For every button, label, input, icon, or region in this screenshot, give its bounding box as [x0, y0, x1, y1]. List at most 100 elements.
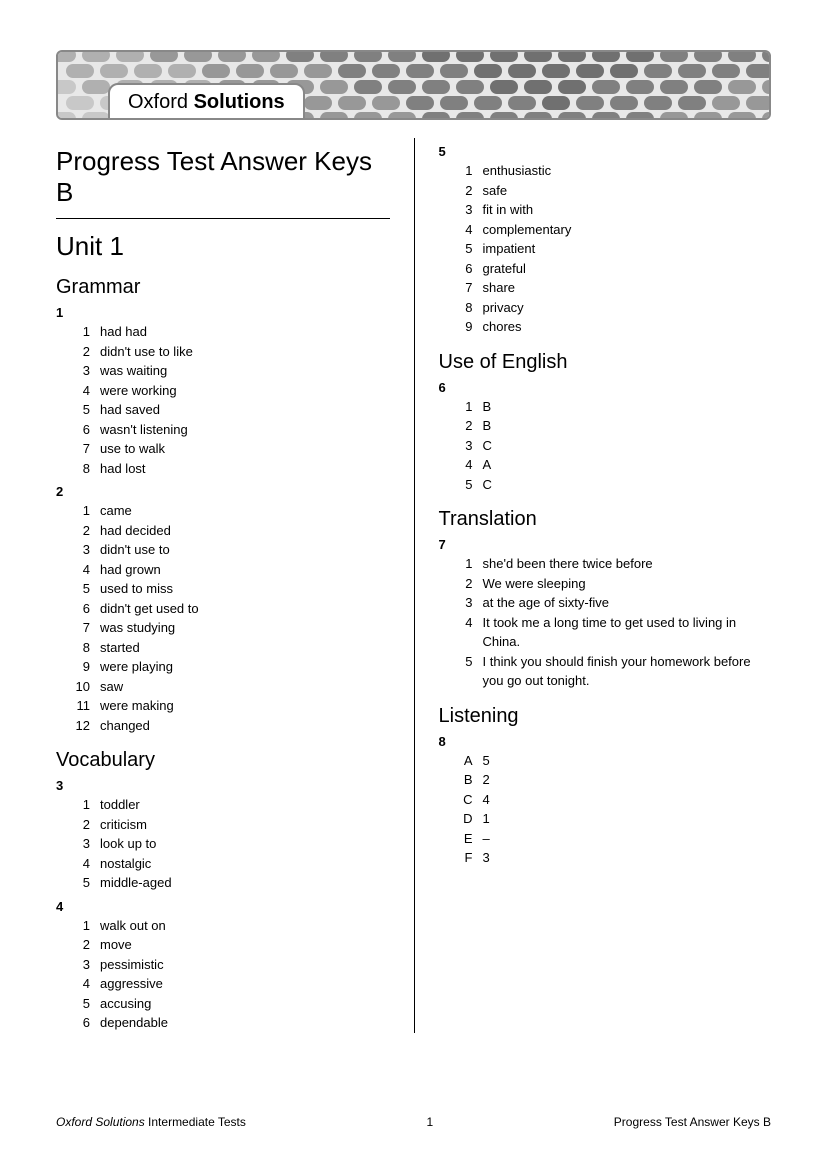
- answer-index: 3: [74, 955, 90, 975]
- answer-value: didn't use to: [100, 540, 390, 560]
- answer-value: were working: [100, 381, 390, 401]
- answer-index: 2: [457, 181, 473, 201]
- answer-index: 12: [74, 716, 90, 736]
- answer-value: complementary: [483, 220, 772, 240]
- answer-value: didn't use to like: [100, 342, 390, 362]
- answer-value: wasn't listening: [100, 420, 390, 440]
- answer-row: 4 were working: [74, 381, 390, 401]
- question-number: 7: [439, 537, 772, 552]
- answer-value: nostalgic: [100, 854, 390, 874]
- answer-row: 12 changed: [74, 716, 390, 736]
- header-banner: Oxford Solutions: [56, 50, 771, 120]
- answer-value: 4: [483, 790, 772, 810]
- answer-value: We were sleeping: [483, 574, 772, 594]
- answer-row: 2criticism: [74, 815, 390, 835]
- answer-index: 1: [457, 397, 473, 417]
- answer-index: 3: [74, 834, 90, 854]
- section-heading: Translation: [439, 508, 772, 531]
- answer-index: 7: [74, 439, 90, 459]
- answer-row: A5: [457, 751, 772, 771]
- answer-value: enthusiastic: [483, 161, 772, 181]
- answer-index: 3: [457, 200, 473, 220]
- answer-index: 4: [74, 381, 90, 401]
- answer-row: 3C: [457, 436, 772, 456]
- answer-list: 1enthusiastic2safe3fit in with4complemen…: [457, 161, 772, 337]
- answer-row: 8started: [74, 638, 390, 658]
- answer-row: 7was studying: [74, 618, 390, 638]
- answer-value: used to miss: [100, 579, 390, 599]
- question-number: 1: [56, 305, 390, 320]
- answer-row: 6dependable: [74, 1013, 390, 1033]
- answer-list: 1walk out on2move3pessimistic4aggressive…: [74, 916, 390, 1033]
- answer-index: 6: [74, 1013, 90, 1033]
- answer-value: was waiting: [100, 361, 390, 381]
- answer-row: 2B: [457, 416, 772, 436]
- answer-value: were making: [100, 696, 390, 716]
- answer-row: 3didn't use to: [74, 540, 390, 560]
- page: Oxford Solutions Progress Test Answer Ke…: [0, 0, 827, 1169]
- answer-index: 5: [74, 873, 90, 893]
- answer-value: came: [100, 501, 390, 521]
- answer-value: changed: [100, 716, 390, 736]
- page-footer: Oxford Solutions Intermediate Tests 1 Pr…: [56, 1115, 771, 1129]
- answer-value: look up to: [100, 834, 390, 854]
- answer-value: had had: [100, 322, 390, 342]
- answer-value: had saved: [100, 400, 390, 420]
- answer-value: accusing: [100, 994, 390, 1014]
- answer-row: D1: [457, 809, 772, 829]
- answer-value: safe: [483, 181, 772, 201]
- answer-index: F: [457, 848, 473, 868]
- brand-text-light: Oxford: [128, 91, 194, 113]
- answer-row: 8had lost: [74, 459, 390, 479]
- answer-row: 1she'd been there twice before: [457, 554, 772, 574]
- answer-value: 3: [483, 848, 772, 868]
- question-number: 3: [56, 778, 390, 793]
- answer-index: 5: [457, 475, 473, 495]
- answer-row: 2 safe: [457, 181, 772, 201]
- answer-row: 2move: [74, 935, 390, 955]
- answer-list: 1came2had decided3didn't use to4had grow…: [74, 501, 390, 735]
- answer-row: 1had had: [74, 322, 390, 342]
- answer-index: 2: [74, 935, 90, 955]
- answer-row: C4: [457, 790, 772, 810]
- answer-index: 11: [74, 696, 90, 716]
- answer-row: 5I think you should finish your homework…: [457, 652, 772, 691]
- answer-row: 3at the age of sixty-five: [457, 593, 772, 613]
- question-number: 6: [439, 380, 772, 395]
- answer-index: 4: [74, 560, 90, 580]
- answer-index: 8: [74, 459, 90, 479]
- answer-index: 9: [74, 657, 90, 677]
- section-heading: Use of English: [439, 351, 772, 374]
- right-column: 51enthusiastic2safe3fit in with4compleme…: [414, 138, 772, 1033]
- answer-value: 5: [483, 751, 772, 771]
- answer-index: 4: [74, 974, 90, 994]
- answer-index: 4: [457, 613, 473, 652]
- answer-index: 8: [74, 638, 90, 658]
- answer-index: 9: [457, 317, 473, 337]
- answer-row: 8privacy: [457, 298, 772, 318]
- answer-row: 4A: [457, 455, 772, 475]
- answer-row: 5C: [457, 475, 772, 495]
- answer-row: 5had saved: [74, 400, 390, 420]
- answer-row: 1B: [457, 397, 772, 417]
- section-heading: Listening: [439, 705, 772, 728]
- answer-row: 2We were sleeping: [457, 574, 772, 594]
- answer-list: A5B2C4D1E–F3: [457, 751, 772, 868]
- answer-index: 6: [74, 599, 90, 619]
- answer-index: 3: [74, 361, 90, 381]
- answer-row: 6wasn't listening: [74, 420, 390, 440]
- unit-title: Unit 1: [56, 231, 390, 262]
- answer-value: 1: [483, 809, 772, 829]
- answer-value: B: [483, 397, 772, 417]
- answer-row: 5middle-aged: [74, 873, 390, 893]
- answer-row: 3 look up to: [74, 834, 390, 854]
- answer-index: 2: [457, 416, 473, 436]
- answer-list: 1B2B3C4A5C: [457, 397, 772, 495]
- answer-row: 2didn't use to like: [74, 342, 390, 362]
- answer-value: had grown: [100, 560, 390, 580]
- answer-value: impatient: [483, 239, 772, 259]
- answer-value: C: [483, 475, 772, 495]
- footer-right: Progress Test Answer Keys B: [614, 1115, 771, 1129]
- answer-index: B: [457, 770, 473, 790]
- answer-index: 10: [74, 677, 90, 697]
